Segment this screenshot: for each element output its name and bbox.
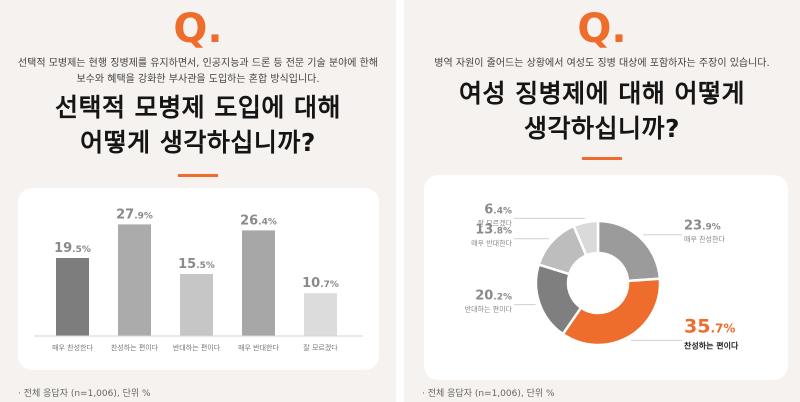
slice-value-label: 6.4% bbox=[484, 202, 512, 217]
question-title: 선택적 모병제 도입에 대해 어떻게 생각하십니까? bbox=[0, 90, 396, 160]
q-logo: Q. bbox=[173, 6, 223, 52]
donut-slice bbox=[572, 219, 600, 258]
bar bbox=[304, 293, 337, 336]
bar bbox=[56, 258, 89, 336]
bar bbox=[118, 224, 151, 336]
slice-value-label: 13.8% bbox=[475, 223, 512, 238]
question-line: 여성 징병제에 대해 어떻게 bbox=[458, 79, 746, 108]
donut-slice bbox=[596, 219, 662, 283]
bar-value-label: 19.5% bbox=[54, 241, 91, 256]
slice-value-label: 20.2% bbox=[475, 289, 512, 304]
slice-category-label: 찬성하는 편이다 bbox=[684, 340, 739, 350]
title-divider bbox=[178, 174, 218, 177]
slice-category-label: 매우 반대한다 bbox=[471, 239, 512, 248]
title-divider bbox=[582, 157, 622, 160]
bar-value-label: 15.5% bbox=[178, 257, 215, 272]
footnote: · 전체 응답자 (n=1,006), 단위 % bbox=[18, 389, 151, 399]
bar bbox=[242, 230, 275, 336]
bar-category-label: 찬성하는 편이다 bbox=[111, 343, 159, 352]
question-description: 병역 자원이 줄어드는 상황에서 여성도 징병 대상에 포함하자는 주장이 있습… bbox=[414, 56, 790, 72]
chart-card: 19.5% 매우 찬성한다 27.9% 찬성하는 편이다 15.5% 반대하는 편이다 26… bbox=[18, 188, 379, 370]
bar-chart: 19.5% 매우 찬성한다 27.9% 찬성하는 편이다 15.5% 반대하는 편이다 26… bbox=[34, 207, 363, 352]
q-logo: Q. bbox=[577, 6, 627, 52]
footnote: · 전체 응답자 (n=1,006), 단위 % bbox=[422, 389, 555, 399]
question-line: 어떻게 생각하십니까? bbox=[80, 128, 316, 157]
question-line: 선택적 모병제 도입에 대해 bbox=[54, 93, 342, 122]
description-line: 선택적 모병제는 현행 징병제를 유지하면서, 인공지능과 드론 등 전문 기술… bbox=[17, 58, 379, 69]
bar-chart-panel: Q. 선택적 모병제는 현행 징병제를 유지하면서, 인공지능과 드론 등 전문… bbox=[0, 0, 396, 402]
donut-slice bbox=[561, 277, 662, 347]
bar-category-label: 반대하는 편이다 bbox=[173, 343, 221, 352]
bar-value-label: 26.4% bbox=[240, 213, 277, 228]
slice-value-label: 23.9% bbox=[684, 219, 721, 234]
slice-category-label: 반대하는 편이다 bbox=[465, 305, 513, 314]
description-line: 병역 자원이 줄어드는 상황에서 여성도 징병 대상에 포함하자는 주장이 있습… bbox=[434, 58, 770, 69]
question-description: 선택적 모병제는 현행 징병제를 유지하면서, 인공지능과 드론 등 전문 기술… bbox=[10, 56, 386, 88]
question-line: 생각하십니까? bbox=[523, 114, 680, 143]
bar-value-label: 10.7% bbox=[302, 276, 339, 291]
bar-value-label: 27.9% bbox=[116, 207, 153, 222]
bar-category-label: 매우 반대한다 bbox=[238, 343, 279, 352]
bar-category-label: 잘 모르겠다 bbox=[303, 343, 338, 352]
slice-category-label: 잘 모르겠다 bbox=[478, 218, 513, 227]
chart-card: 23.9% 매우 찬성한다 35.7% 찬성하는 편이다 20.2% 반대하는 편이다 13… bbox=[424, 175, 788, 380]
slice-value-label: 35.7% bbox=[684, 315, 735, 337]
description-line: 보수와 혜택을 강화한 부사관을 도입하는 혼합 방식입니다. bbox=[76, 74, 320, 85]
slice-category-label: 매우 찬성한다 bbox=[684, 235, 725, 244]
donut-chart: 23.9%매우 찬성한다 35.7% 찬성하는 편이다 20.2%반대하는 편이다 13… bbox=[465, 202, 739, 350]
donut-chart-panel: Q. 병역 자원이 줄어드는 상황에서 여성도 징병 대상에 포함하자는 주장이… bbox=[404, 0, 800, 402]
bar bbox=[180, 274, 213, 336]
bar-category-label: 매우 찬성한다 bbox=[52, 343, 93, 352]
question-title: 여성 징병제에 대해 어떻게 생각하십니까? bbox=[404, 76, 800, 146]
